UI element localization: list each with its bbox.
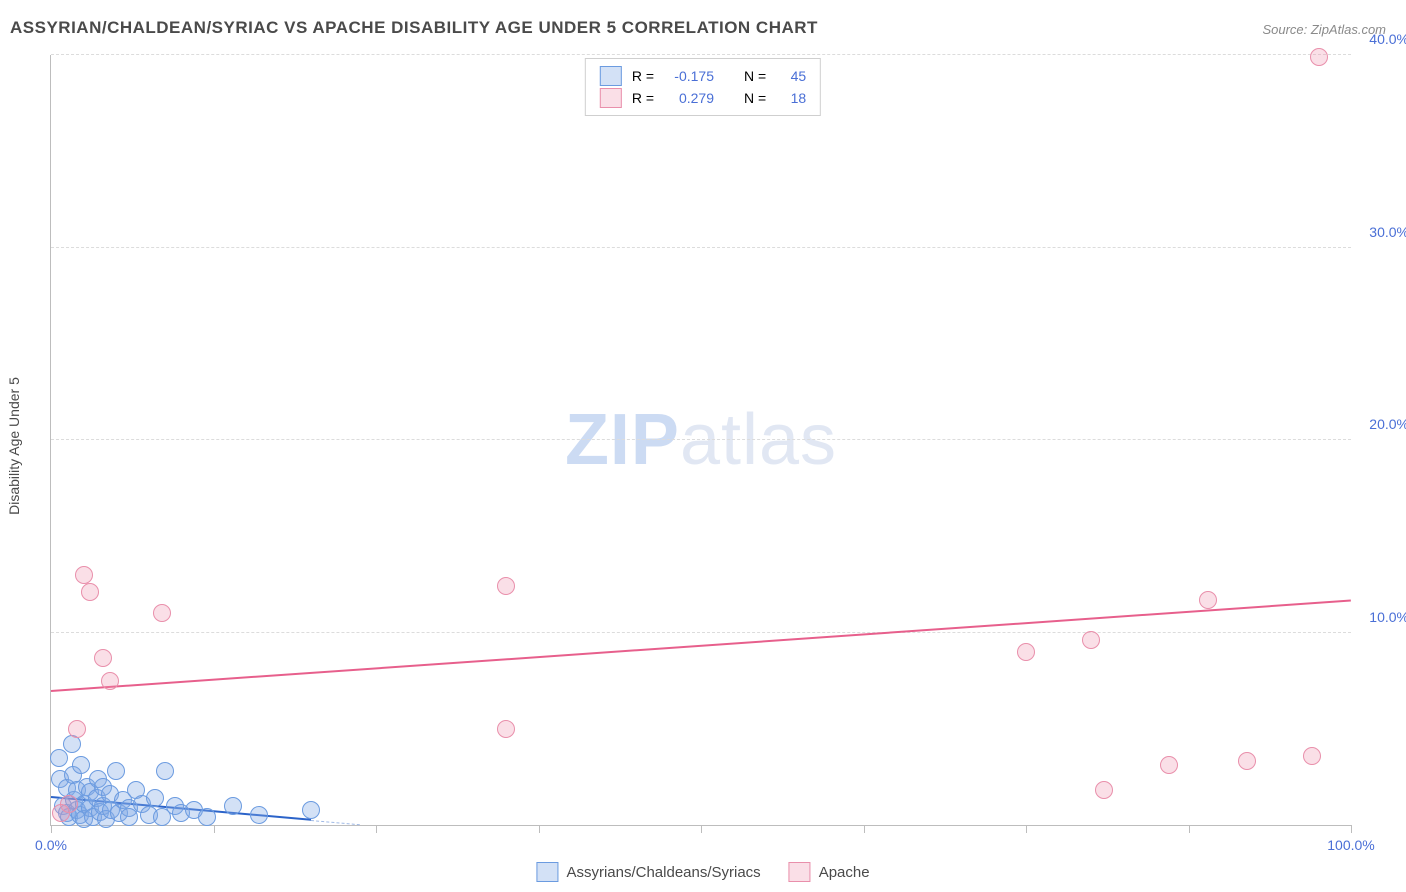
plot-area: ZIPatlas 10.0%20.0%30.0%40.0%0.0%100.0% [50, 55, 1351, 826]
watermark: ZIPatlas [565, 399, 837, 481]
series-legend: Assyrians/Chaldeans/Syriacs Apache [536, 862, 869, 882]
legend-swatch [789, 862, 811, 882]
r-value: 0.279 [664, 87, 714, 109]
legend-label: Assyrians/Chaldeans/Syriacs [566, 864, 760, 881]
data-point [75, 566, 93, 584]
data-point [1199, 591, 1217, 609]
n-value: 18 [776, 87, 806, 109]
x-tick [864, 825, 865, 833]
x-tick [1351, 825, 1352, 833]
data-point [1160, 756, 1178, 774]
r-value: -0.175 [664, 65, 714, 87]
data-point [156, 762, 174, 780]
legend-item: Apache [789, 862, 870, 882]
data-point [50, 749, 68, 767]
x-tick [539, 825, 540, 833]
trend-line [311, 820, 360, 825]
data-point [153, 604, 171, 622]
data-point [60, 795, 78, 813]
legend-swatch [536, 862, 558, 882]
legend-swatch [600, 66, 622, 86]
n-value: 45 [776, 65, 806, 87]
data-point [81, 583, 99, 601]
data-point [250, 806, 268, 824]
x-tick [1026, 825, 1027, 833]
data-point [1310, 48, 1328, 66]
y-tick-label: 30.0% [1369, 224, 1406, 240]
x-tick-label: 0.0% [35, 837, 67, 853]
correlation-legend: R = -0.175 N = 45 R = 0.279 N = 18 [585, 58, 821, 116]
data-point [1238, 752, 1256, 770]
data-point [146, 789, 164, 807]
data-point [497, 720, 515, 738]
y-tick-label: 20.0% [1369, 416, 1406, 432]
x-tick-label: 100.0% [1327, 837, 1374, 853]
x-tick [376, 825, 377, 833]
chart-title: ASSYRIAN/CHALDEAN/SYRIAC VS APACHE DISAB… [10, 18, 818, 38]
data-point [72, 756, 90, 774]
y-tick-label: 40.0% [1369, 31, 1406, 47]
x-tick [701, 825, 702, 833]
legend-row: R = 0.279 N = 18 [600, 87, 806, 109]
source-label: Source: ZipAtlas.com [1262, 22, 1386, 37]
data-point [1082, 631, 1100, 649]
data-point [1017, 643, 1035, 661]
legend-swatch [600, 88, 622, 108]
data-point [63, 735, 81, 753]
gridline [51, 632, 1351, 633]
gridline [51, 247, 1351, 248]
x-tick [1189, 825, 1190, 833]
data-point [101, 672, 119, 690]
legend-row: R = -0.175 N = 45 [600, 65, 806, 87]
data-point [120, 808, 138, 826]
n-label: N = [744, 65, 766, 87]
y-axis-label: Disability Age Under 5 [6, 377, 22, 515]
r-label: R = [632, 65, 654, 87]
data-point [68, 720, 86, 738]
x-tick [51, 825, 52, 833]
legend-label: Apache [819, 864, 870, 881]
legend-item: Assyrians/Chaldeans/Syriacs [536, 862, 760, 882]
trend-line [51, 600, 1351, 692]
data-point [107, 762, 125, 780]
data-point [302, 801, 320, 819]
data-point [94, 649, 112, 667]
n-label: N = [744, 87, 766, 109]
data-point [198, 808, 216, 826]
gridline [51, 54, 1351, 55]
data-point [224, 797, 242, 815]
x-tick [214, 825, 215, 833]
data-point [497, 577, 515, 595]
r-label: R = [632, 87, 654, 109]
data-point [1095, 781, 1113, 799]
data-point [1303, 747, 1321, 765]
gridline [51, 439, 1351, 440]
y-tick-label: 10.0% [1369, 609, 1406, 625]
